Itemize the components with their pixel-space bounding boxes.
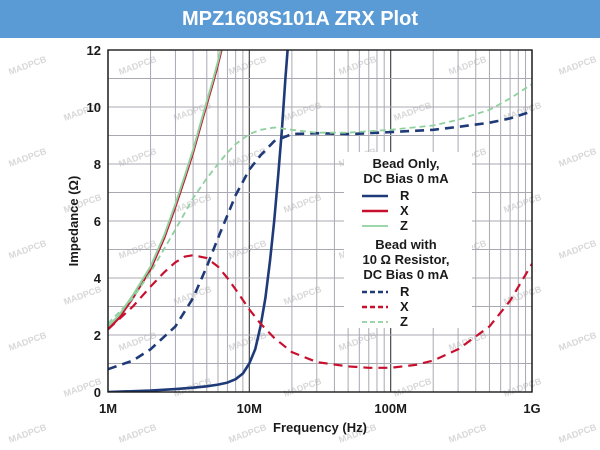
watermark-text: MADPCB bbox=[227, 146, 268, 169]
watermark-text: MADPCB bbox=[557, 422, 598, 445]
series-line-3 bbox=[108, 50, 222, 328]
watermark-text: MADPCB bbox=[7, 54, 48, 77]
watermark-text: MADPCB bbox=[117, 146, 158, 169]
y-tick-label: 12 bbox=[87, 43, 101, 58]
watermark-text: MADPCB bbox=[227, 330, 268, 353]
watermark-text: MADPCB bbox=[117, 54, 158, 77]
legend-heading: Bead Only, bbox=[373, 156, 440, 171]
plot-frame bbox=[107, 49, 533, 393]
watermark-text: MADPCB bbox=[557, 238, 598, 261]
watermark-text: MADPCB bbox=[227, 54, 268, 77]
legend-heading: 10 Ω Resistor, bbox=[362, 252, 449, 267]
watermark-text: MADPCB bbox=[7, 422, 48, 445]
legend-label: R bbox=[400, 284, 410, 299]
watermark-text: MADPCB bbox=[502, 192, 543, 215]
watermark-text: MADPCB bbox=[557, 330, 598, 353]
y-tick-label: 0 bbox=[94, 385, 101, 400]
series-line-2 bbox=[108, 50, 223, 331]
watermark-text: MADPCB bbox=[392, 376, 433, 399]
title-bar: MPZ1608S101A ZRX Plot bbox=[0, 0, 600, 38]
watermark-text: MADPCB bbox=[447, 54, 488, 77]
y-tick-label: 4 bbox=[94, 271, 102, 286]
series-line-5 bbox=[108, 254, 532, 369]
legend-label: X bbox=[400, 203, 409, 218]
watermark-text: MADPCB bbox=[447, 422, 488, 445]
watermark-text: MADPCB bbox=[557, 54, 598, 77]
watermark-text: MADPCB bbox=[7, 330, 48, 353]
tick-labels: 1M 10M 100M 1G 0 2 4 6 8 10 12 bbox=[87, 43, 541, 416]
watermark-text: MADPCB bbox=[502, 376, 543, 399]
legend-label: X bbox=[400, 299, 409, 314]
watermark-text: MADPCB bbox=[7, 146, 48, 169]
series-line-1 bbox=[108, 50, 289, 392]
chart: MADPCB MADPCB MADPCB MADPCB MADPCB MADPCB MADP… bbox=[7, 43, 598, 445]
watermark-text: MADPCB bbox=[227, 422, 268, 445]
chart-title: MPZ1608S101A ZRX Plot bbox=[181, 7, 418, 30]
legend-background bbox=[344, 152, 472, 328]
legend-heading: DC Bias 0 mA bbox=[363, 171, 449, 186]
x-tick-label: 10M bbox=[237, 401, 262, 416]
series-layer bbox=[108, 50, 532, 392]
legend-label: R bbox=[400, 188, 410, 203]
x-tick-label: 1M bbox=[99, 401, 117, 416]
watermark-text: MADPCB bbox=[62, 284, 103, 307]
legend-label: Z bbox=[400, 218, 408, 233]
x-tick-label: 100M bbox=[374, 401, 407, 416]
y-axis-label: Impedance (Ω) bbox=[66, 176, 81, 267]
x-tick-label: 1G bbox=[523, 401, 540, 416]
watermark-text: MADPCB bbox=[117, 422, 158, 445]
series-line-4 bbox=[108, 110, 532, 371]
legend-heading: Bead with bbox=[375, 237, 436, 252]
legend-heading: DC Bias 0 mA bbox=[363, 267, 449, 282]
y-tick-label: 10 bbox=[87, 100, 101, 115]
y-tick-label: 2 bbox=[94, 328, 101, 343]
watermark-text: MADPCB bbox=[557, 146, 598, 169]
y-tick-label: 6 bbox=[94, 214, 101, 229]
x-axis-label: Frequency (Hz) bbox=[273, 420, 367, 435]
series-line-6 bbox=[108, 83, 532, 325]
watermark-text: MADPCB bbox=[337, 330, 378, 353]
legend-label: Z bbox=[400, 314, 408, 329]
y-tick-label: 8 bbox=[94, 157, 101, 172]
watermark-text: MADPCB bbox=[392, 100, 433, 123]
watermark-text: MADPCB bbox=[7, 238, 48, 261]
watermark-text: MADPCB bbox=[337, 54, 378, 77]
